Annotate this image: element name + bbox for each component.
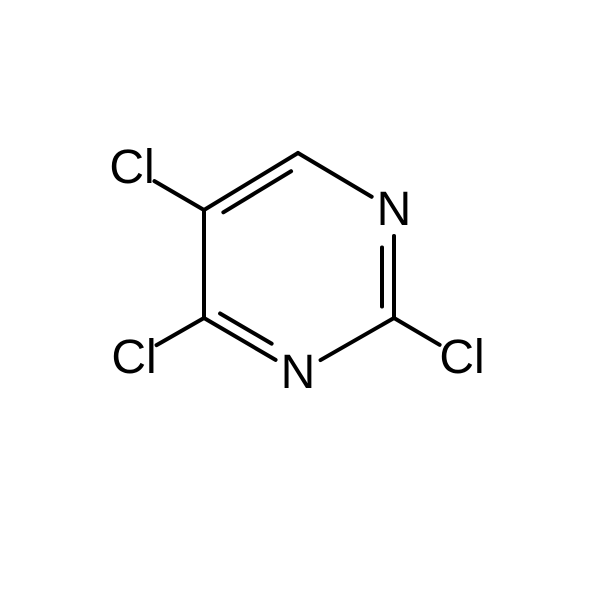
- atom-label-Cl_bl: Cl: [111, 334, 156, 382]
- bond-layer: [0, 0, 600, 600]
- atom-label-Cl_tl: Cl: [109, 144, 154, 192]
- atom-label-Cl_br: Cl: [439, 334, 484, 382]
- molecule-diagram: N N Cl Cl Cl: [0, 0, 600, 600]
- atom-label-N_right: N: [377, 186, 412, 234]
- atom-label-N_bottom: N: [281, 349, 316, 397]
